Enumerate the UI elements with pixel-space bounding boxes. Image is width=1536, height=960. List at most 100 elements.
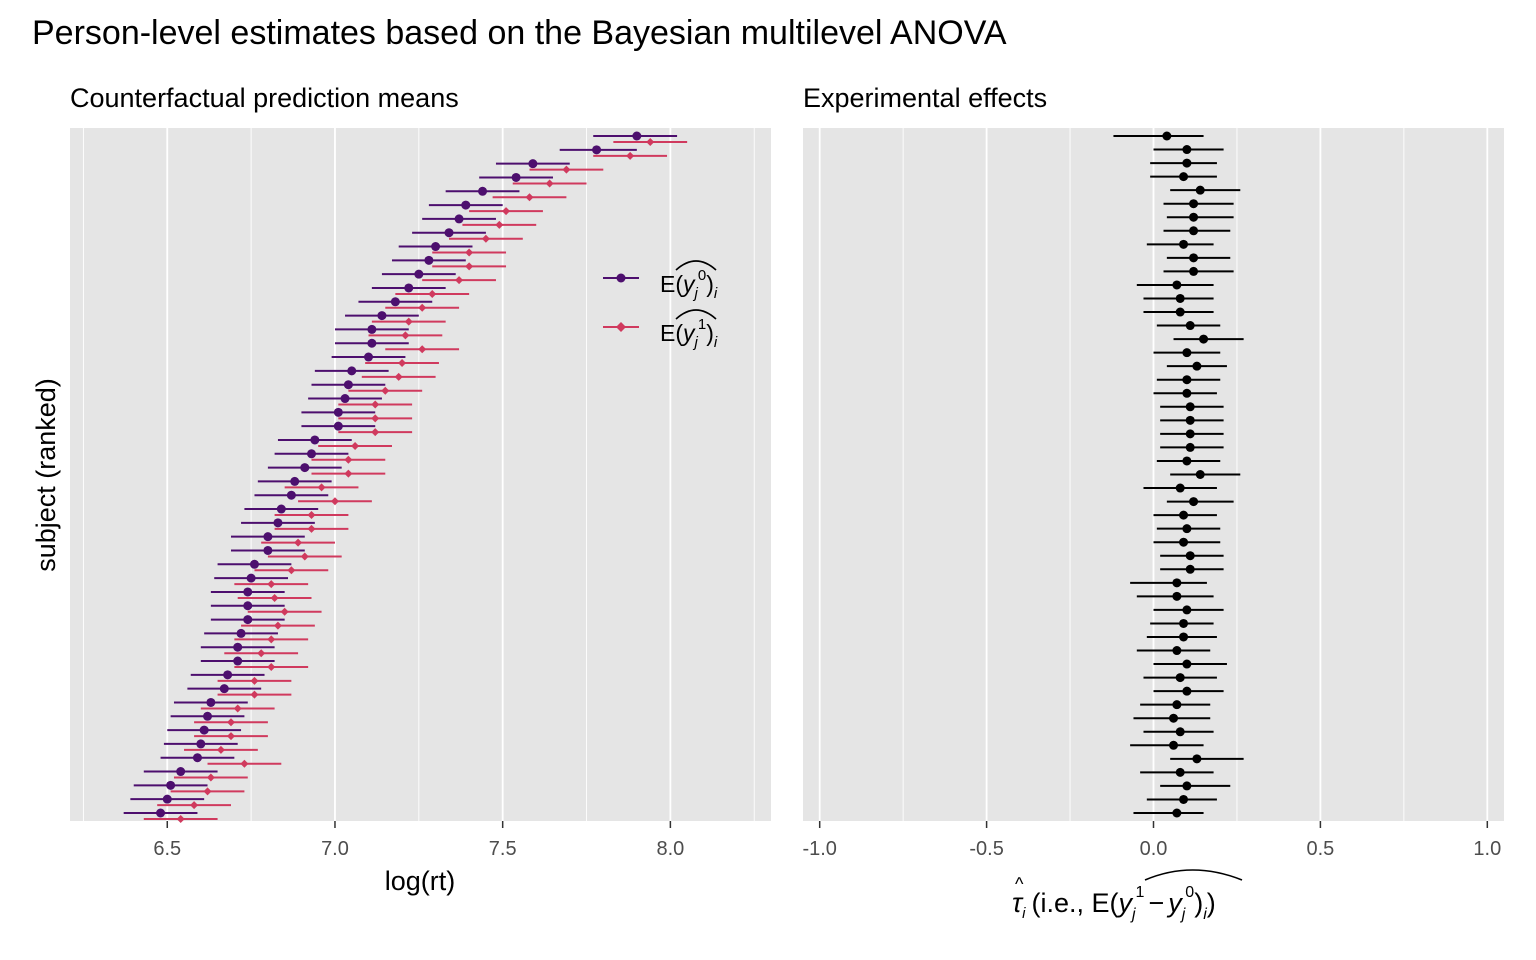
point-estimate (240, 759, 249, 768)
x-axis-left: 6.5 7.0 7.5 8.0 (153, 821, 684, 860)
svg-text:τi(i.e., E(yj1−yj0)i): τi (i.e., E(yj1− yj0)i) (1012, 884, 1216, 923)
point-estimate (223, 670, 233, 680)
legend-label-y1: E(yj1)i (660, 316, 718, 351)
point-estimate (1175, 727, 1185, 737)
point-estimate (1179, 618, 1189, 628)
point-estimate (263, 545, 273, 555)
legend-hat-y0 (675, 260, 717, 271)
point-estimate (250, 690, 259, 699)
point-estimate (307, 524, 316, 533)
point-estimate (1185, 564, 1195, 574)
point-estimate (455, 276, 464, 285)
point-estimate (267, 580, 276, 589)
point-estimate (404, 283, 414, 293)
point-estimate (1182, 659, 1192, 669)
point-estimate (166, 780, 176, 790)
point-estimate (478, 186, 488, 196)
point-estimate (1185, 551, 1195, 561)
marks-left (123, 131, 688, 823)
point-estimate (206, 697, 216, 707)
point-estimate (502, 207, 511, 216)
point-estimate (1185, 402, 1195, 412)
point-estimate (1175, 767, 1185, 777)
point-estimate (1185, 321, 1195, 331)
point-estimate (243, 601, 253, 611)
x-tick-label: 0.0 (1140, 838, 1168, 860)
marks-right (1113, 131, 1244, 818)
point-estimate (1189, 253, 1199, 263)
point-estimate (1185, 415, 1195, 425)
point-estimate (1199, 334, 1209, 344)
point-estimate (267, 663, 276, 672)
point-estimate (1192, 361, 1202, 371)
point-estimate (273, 518, 283, 528)
point-estimate (347, 366, 357, 376)
point-estimate (592, 145, 602, 155)
point-estimate (351, 441, 360, 450)
point-estimate (233, 704, 242, 713)
point-estimate (367, 324, 377, 334)
x-tick-label: 0.5 (1306, 838, 1334, 860)
point-estimate (1175, 483, 1185, 493)
point-estimate (1182, 781, 1192, 791)
point-estimate (286, 490, 296, 500)
point-estimate (1179, 794, 1189, 804)
x-tick-label: -0.5 (969, 838, 1003, 860)
point-estimate (1179, 239, 1189, 249)
point-estimate (1182, 456, 1192, 466)
svg-text:^: ^ (1015, 874, 1024, 894)
point-estimate (1172, 808, 1182, 818)
point-estimate (461, 200, 471, 210)
point-estimate (1182, 375, 1192, 385)
point-estimate (454, 214, 464, 224)
point-estimate (367, 338, 377, 348)
legend-key-point-y0 (616, 273, 626, 283)
point-estimate (418, 345, 427, 354)
point-estimate (1182, 388, 1192, 398)
point-estimate (1182, 158, 1192, 168)
panel-counterfactual-means: Counterfactual prediction means 6.5 7.0 7.… (31, 83, 771, 896)
point-estimate (1195, 185, 1205, 195)
point-estimate (1169, 713, 1179, 723)
point-estimate (176, 815, 185, 823)
point-estimate (1179, 510, 1189, 520)
x-axis-right: -1.0 -0.5 0.0 0.5 1.0 (802, 821, 1501, 860)
point-estimate (465, 248, 474, 257)
point-estimate (233, 642, 243, 652)
point-estimate (156, 808, 166, 818)
point-estimate (192, 753, 202, 763)
point-estimate (343, 380, 353, 390)
point-estimate (1172, 280, 1182, 290)
panel-title-right: Experimental effects (803, 83, 1047, 113)
point-estimate (294, 538, 303, 547)
point-estimate (216, 745, 225, 754)
point-estimate (307, 511, 316, 520)
point-estimate (1189, 266, 1199, 276)
point-estimate (263, 532, 273, 542)
point-estimate (243, 587, 253, 597)
point-estimate (287, 566, 296, 575)
point-estimate (511, 172, 521, 182)
point-estimate (226, 718, 235, 727)
point-estimate (401, 331, 410, 340)
point-estimate (306, 449, 316, 459)
point-estimate (414, 269, 424, 279)
point-estimate (162, 794, 172, 804)
legend-hat-y1 (675, 309, 717, 320)
point-estimate (428, 289, 437, 298)
point-estimate (300, 552, 309, 561)
point-estimate (1182, 605, 1192, 615)
point-estimate (333, 407, 343, 417)
point-estimate (632, 131, 642, 141)
point-estimate (340, 394, 350, 404)
point-estimate (646, 138, 655, 146)
point-estimate (1185, 442, 1195, 452)
point-estimate (203, 711, 213, 721)
point-estimate (206, 773, 215, 782)
point-estimate (1182, 686, 1192, 696)
point-estimate (444, 228, 454, 238)
x-tick-label: 7.5 (489, 838, 517, 860)
x-tick-label: 8.0 (656, 838, 684, 860)
point-estimate (465, 262, 474, 271)
